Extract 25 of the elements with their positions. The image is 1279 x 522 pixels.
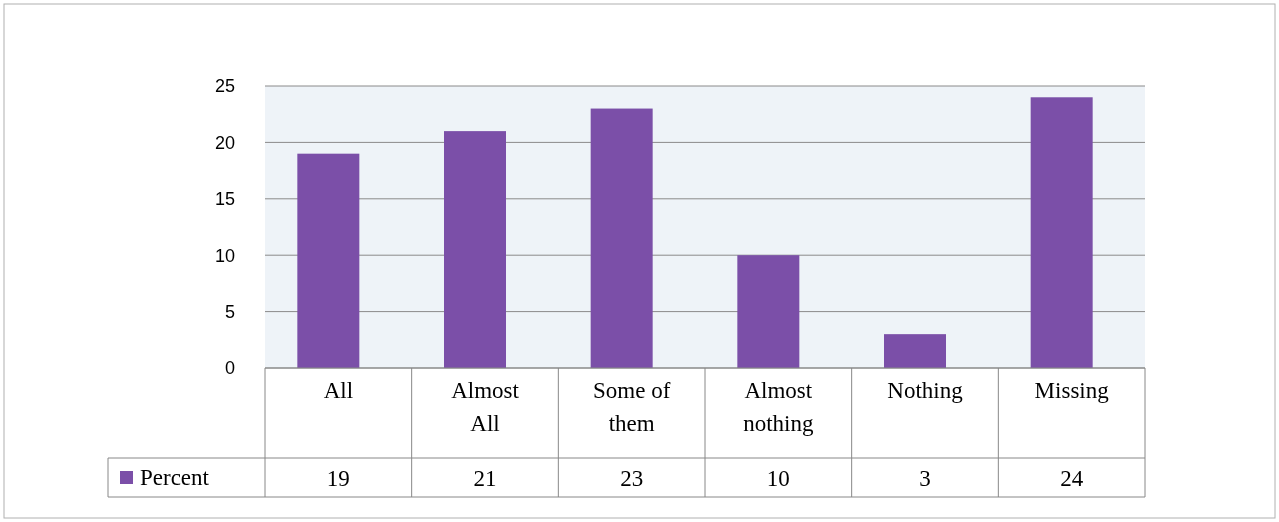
data-label: 19 bbox=[326, 466, 350, 491]
x-tick-label: Some of them bbox=[593, 378, 671, 436]
data-label: 3 bbox=[919, 466, 931, 491]
x-tick-label: Almost All bbox=[451, 378, 520, 436]
data-label: 21 bbox=[473, 466, 497, 491]
y-tick-label: 5 bbox=[224, 301, 235, 322]
y-tick-label: 15 bbox=[214, 189, 235, 210]
x-tick-label: Missing bbox=[1034, 378, 1110, 403]
y-tick-label: 10 bbox=[214, 245, 235, 266]
x-tick-label: Almost nothing bbox=[743, 378, 814, 436]
y-tick-label: 0 bbox=[224, 358, 235, 379]
x-tick-label: Nothing bbox=[887, 378, 964, 403]
data-label: 10 bbox=[766, 466, 790, 491]
bar bbox=[444, 131, 506, 368]
y-tick-label: 20 bbox=[214, 132, 235, 153]
data-label: 23 bbox=[620, 466, 644, 491]
data-label: 24 bbox=[1060, 466, 1084, 491]
bar bbox=[590, 108, 653, 368]
bar bbox=[1030, 97, 1093, 368]
bar bbox=[297, 153, 360, 368]
x-tick-label: All bbox=[323, 378, 354, 403]
y-tick-label: 25 bbox=[214, 76, 235, 97]
bar bbox=[737, 255, 800, 368]
bar bbox=[884, 334, 946, 368]
legend-label: Percent bbox=[140, 465, 210, 490]
